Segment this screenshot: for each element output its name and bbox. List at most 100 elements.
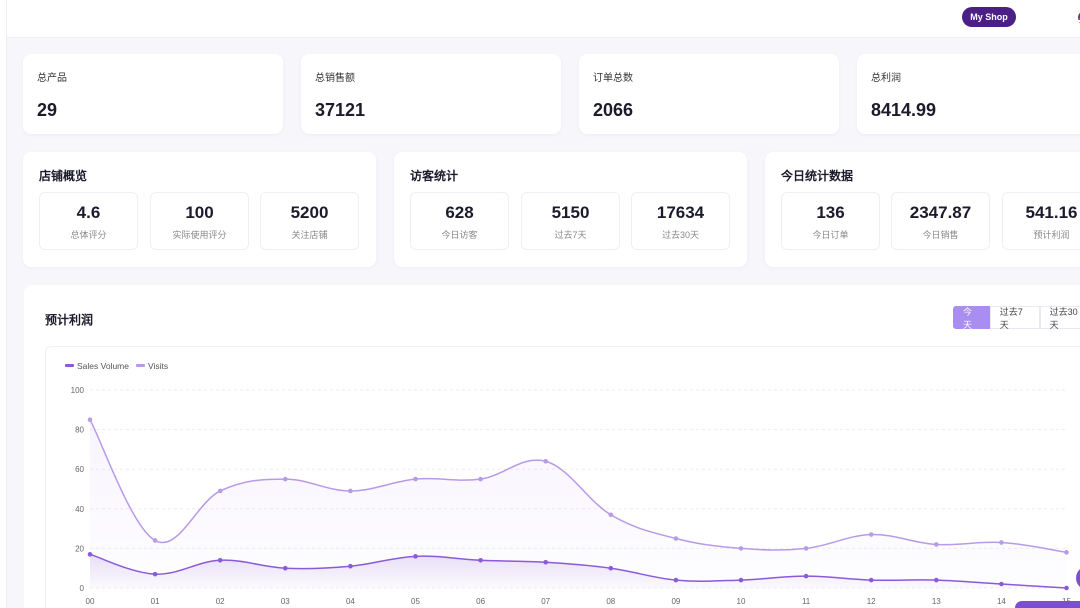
section-title: 访客统计	[410, 169, 459, 183]
metric-label: 过去7天	[554, 230, 587, 240]
data-point	[413, 476, 418, 482]
legend-swatch	[136, 364, 145, 367]
metric-value: 100	[185, 203, 214, 222]
stat-value: 8414.99	[871, 100, 937, 120]
y-tick-label: 80	[75, 426, 84, 435]
metric-value: 2347.87	[909, 203, 972, 222]
x-tick-label: 04	[346, 597, 355, 606]
metric-value: 4.6	[76, 203, 101, 222]
metric-label: 总体评分	[70, 230, 107, 240]
section-title: 今日统计数据	[781, 169, 854, 183]
data-point	[217, 488, 223, 494]
stat-card-total-sales: 总销售额 37121	[301, 54, 561, 134]
stat-card-total-profit: 总利润 8414.99	[857, 54, 1080, 134]
series-area-sales-volume	[90, 554, 1067, 588]
today-metric-sales: 2347.87 今日销售	[891, 192, 990, 250]
metric-label: 今日访客	[441, 230, 478, 240]
data-point	[803, 573, 809, 579]
data-point	[478, 476, 483, 482]
metric-value: 136	[816, 203, 845, 222]
chat-fab-button[interactable]	[1076, 566, 1080, 590]
stat-value: 37121	[315, 100, 366, 120]
data-point	[87, 552, 93, 557]
data-point	[999, 540, 1004, 545]
metric-value: 5150	[551, 203, 590, 222]
metric-value: 5200	[290, 203, 329, 222]
stat-value: 2066	[593, 100, 634, 120]
us-flag-icon[interactable]	[1078, 10, 1080, 26]
data-point	[152, 538, 158, 543]
metric-value: 628	[445, 203, 474, 222]
data-point	[283, 565, 288, 571]
floating-action-bar[interactable]	[1015, 601, 1080, 608]
stat-label: 总产品	[37, 73, 67, 84]
metric-label: 今日销售	[922, 230, 959, 240]
tab-past-30-days[interactable]: 过去30天	[1039, 306, 1080, 330]
data-point	[738, 577, 744, 583]
data-point	[152, 571, 158, 577]
data-point	[283, 476, 288, 482]
data-point	[478, 557, 483, 563]
section-title: 店铺概览	[39, 169, 88, 183]
store-metric-followers: 5200 关注店铺	[260, 192, 359, 250]
data-point	[348, 563, 353, 569]
profit-line-chart: 0 20 40 60 80 100 00 01 02 03 04 05 06 07 08 09 10 11 12 13…	[65, 361, 1071, 606]
visitor-metric-7days: 5150 过去7天	[521, 192, 620, 250]
x-tick-label: 06	[476, 597, 485, 606]
data-point	[87, 417, 93, 422]
y-tick-label: 0	[80, 584, 85, 593]
chart-frame: 0 20 40 60 80 100 00 01 02 03 04 05 06 07 08 09 10 11 12 13…	[45, 346, 1080, 608]
profit-chart-card: 预计利润 今天 过去7天 过去30天 0 20 40 60 80 100 00 01 02 03 0…	[24, 285, 1080, 608]
x-tick-label: 02	[216, 597, 225, 606]
legend-swatch	[65, 364, 74, 367]
metric-label: 关注店铺	[291, 230, 328, 240]
data-point	[868, 577, 874, 583]
stat-card-total-orders: 订单总数 2066	[579, 54, 839, 134]
data-point	[1064, 585, 1069, 591]
x-tick-label: 11	[802, 597, 811, 606]
stat-label: 订单总数	[593, 73, 633, 84]
visitor-stats-card: 访客统计 628 今日访客 5150 过去7天 17634 过去30天	[394, 152, 747, 267]
store-metric-rating: 4.6 总体评分	[39, 192, 138, 250]
y-tick-label: 40	[75, 505, 84, 514]
data-point	[217, 557, 223, 563]
data-point	[608, 565, 614, 571]
y-tick-label: 60	[75, 465, 84, 474]
x-tick-label: 09	[671, 597, 680, 606]
today-metric-orders: 136 今日订单	[781, 192, 880, 250]
metric-label: 实际使用评分	[172, 230, 227, 240]
legend-label: Visits	[148, 361, 168, 371]
data-point	[1064, 550, 1069, 555]
chart-title: 预计利润	[45, 313, 94, 327]
today-stats-card: 今日统计数据 136 今日订单 2347.87 今日销售 541.16 预计利润	[765, 152, 1080, 267]
data-point	[673, 536, 679, 541]
data-point	[543, 559, 548, 565]
data-point	[738, 546, 744, 551]
range-tabs: 今天 过去7天 过去30天	[953, 306, 1080, 330]
visitor-metric-today: 628 今日访客	[410, 192, 509, 250]
stat-label: 总利润	[871, 73, 901, 84]
tab-today[interactable]: 今天	[953, 306, 990, 330]
data-point	[999, 581, 1004, 587]
y-tick-label: 20	[75, 544, 84, 553]
metric-label: 今日订单	[812, 230, 849, 240]
my-shop-button[interactable]: My Shop	[962, 7, 1016, 27]
legend-label: Sales Volume	[77, 361, 129, 371]
data-point	[543, 458, 548, 464]
x-tick-label: 10	[737, 597, 746, 606]
today-metric-profit: 541.16 预计利润	[1002, 192, 1080, 250]
x-tick-label: 12	[867, 597, 876, 606]
left-sidebar-edge	[0, 0, 7, 608]
x-tick-label: 03	[281, 597, 290, 606]
tab-past-7-days[interactable]: 过去7天	[989, 306, 1040, 330]
data-point	[934, 577, 939, 583]
top-bar: My Shop	[7, 0, 1080, 38]
y-tick-label: 100	[71, 386, 85, 395]
visitor-metric-30days: 17634 过去30天	[631, 192, 730, 250]
store-metric-usage-rating: 100 实际使用评分	[150, 192, 249, 250]
data-point	[413, 554, 418, 559]
metric-value: 541.16	[1025, 203, 1078, 222]
x-tick-label: 00	[86, 597, 95, 606]
data-point	[803, 546, 809, 551]
data-point	[348, 488, 353, 494]
